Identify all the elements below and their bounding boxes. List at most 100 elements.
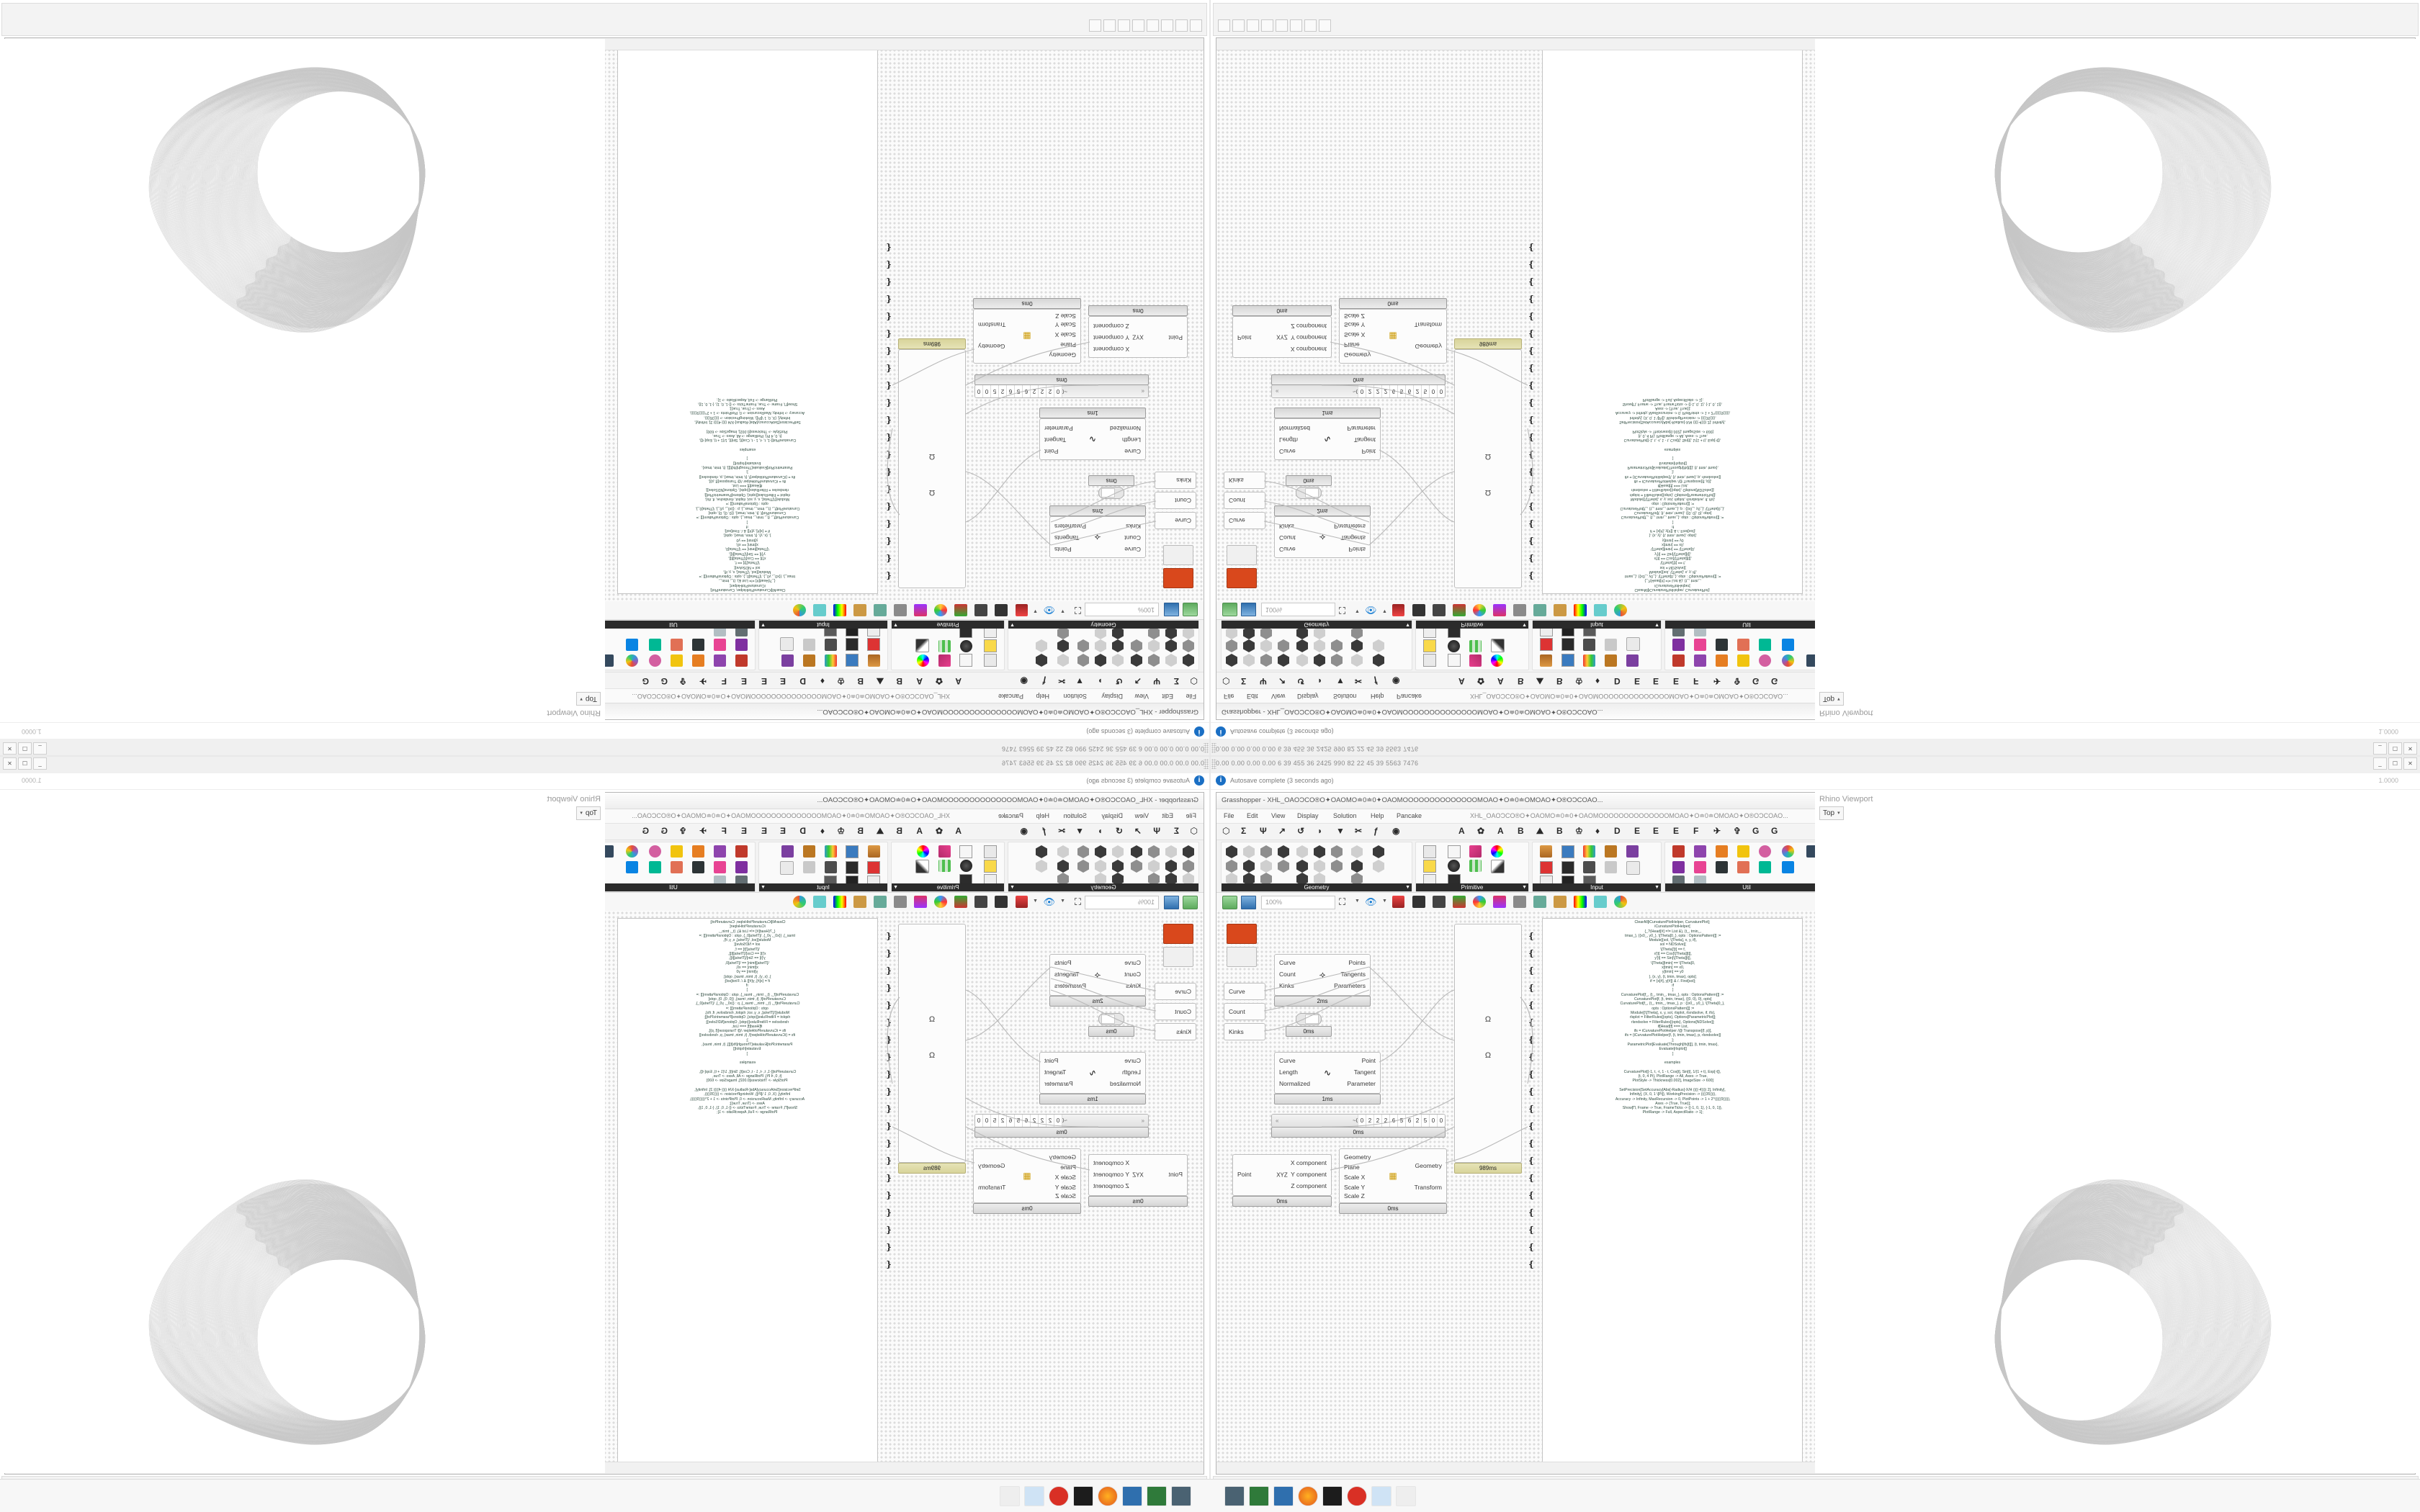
- tab-transform-icon[interactable]: ƒ: [1041, 826, 1047, 836]
- ribbon-group-input[interactable]: Input ▼: [758, 620, 888, 670]
- tab-surface-icon[interactable]: ◗: [1097, 676, 1103, 686]
- output-tangents[interactable]: Tangents: [1340, 971, 1366, 978]
- tab-transform-icon[interactable]: ƒ: [1373, 826, 1379, 836]
- menu-help[interactable]: Help: [1036, 693, 1049, 700]
- tab-addon-b-icon[interactable]: B: [1518, 826, 1524, 836]
- rhino-viewport[interactable]: Rhino Viewport Top ▾: [0, 792, 605, 1473]
- preview-eye-icon[interactable]: 👁: [1365, 605, 1377, 616]
- tab-surface-icon[interactable]: ◗: [1097, 826, 1103, 836]
- osnap-perp-icon[interactable]: [1103, 19, 1116, 32]
- osnap-mid-icon[interactable]: [1147, 19, 1159, 32]
- output-y[interactable]: Y component: [1093, 1171, 1129, 1178]
- output-y[interactable]: Y component: [1291, 1171, 1327, 1178]
- bake-icon[interactable]: [995, 604, 1008, 616]
- component-scale-nu[interactable]: Geometry Plane Scale X Scale Y Scale Z G…: [973, 309, 1081, 364]
- input-normalized[interactable]: Normalized: [1279, 425, 1310, 432]
- tab-addon-e2-icon[interactable]: E: [1653, 676, 1659, 686]
- input-curve[interactable]: Curve: [1124, 1057, 1141, 1064]
- menu-pancake[interactable]: Pancake: [1397, 693, 1422, 700]
- palette-icon[interactable]: [1614, 604, 1627, 616]
- gradient-icon[interactable]: [833, 604, 846, 616]
- tab-addon-a3-icon[interactable]: A: [1497, 826, 1504, 836]
- tab-addon-f2-icon[interactable]: ✈: [699, 826, 707, 836]
- tab-addon-g2-icon[interactable]: G: [642, 676, 649, 686]
- tab-mesh-icon[interactable]: ▼: [1075, 676, 1084, 686]
- output-geometry[interactable]: Geometry: [1415, 1162, 1442, 1169]
- monitor-icon[interactable]: [1224, 1486, 1245, 1506]
- tab-params-icon[interactable]: ⬡: [1190, 676, 1198, 686]
- minimize-icon[interactable]: _: [2373, 757, 2387, 770]
- input-count[interactable]: Count: [1279, 534, 1296, 541]
- taskbar[interactable]: [0, 1479, 2420, 1512]
- minimize-icon[interactable]: _: [2373, 742, 2387, 755]
- profiler-icon[interactable]: [894, 604, 907, 616]
- bake-icon[interactable]: [1412, 896, 1425, 908]
- component-mathematica-evaluator[interactable]: Ω Ω: [1454, 349, 1522, 588]
- chevron-down-icon[interactable]: ▼: [761, 885, 766, 890]
- opera-icon[interactable]: [1049, 1486, 1069, 1506]
- rhino-osnap-bar[interactable]: [1, 3, 1207, 36]
- quadrant-top-left[interactable]: 0.00 0.00 0.00 0.00 6 39 455 36 2425 990…: [0, 0, 1210, 756]
- chevron-down-icon[interactable]: ▼: [1355, 899, 1360, 904]
- scribble-icon[interactable]: [813, 896, 826, 908]
- tab-addon-b-icon[interactable]: B: [1518, 676, 1524, 686]
- paint-icon[interactable]: [1392, 604, 1404, 616]
- component-evaluate-curve[interactable]: Curve Length Normalized Point Tangent Pa…: [1039, 418, 1146, 460]
- chevron-down-icon[interactable]: ▼: [1355, 608, 1360, 613]
- component-deconstruct-point[interactable]: Point X component Y component Z componen…: [1232, 316, 1332, 358]
- open-folder-icon[interactable]: [1183, 896, 1198, 909]
- menu-edit[interactable]: Edit: [1162, 812, 1173, 819]
- component-scale-nu[interactable]: Geometry Plane Scale X Scale Y Scale Z G…: [1339, 309, 1447, 364]
- tab-display-icon[interactable]: ◉: [1392, 676, 1400, 686]
- output-tangent[interactable]: Tangent: [1044, 436, 1067, 444]
- tab-addon-f3-icon[interactable]: ✞: [1734, 676, 1742, 686]
- param-node-count[interactable]: Count: [1155, 492, 1196, 509]
- gradient-icon[interactable]: [1574, 604, 1587, 616]
- output-transform[interactable]: Transform: [978, 1184, 1006, 1191]
- zoom-level-field[interactable]: 100%: [1085, 896, 1159, 909]
- chevron-down-icon[interactable]: ▼: [893, 885, 898, 890]
- output-tangent[interactable]: Tangent: [1044, 1068, 1067, 1076]
- chevron-down-icon[interactable]: ▼: [1010, 622, 1015, 627]
- ribbon-group-primitive[interactable]: Primitive ▼: [1415, 620, 1529, 670]
- upload-icon[interactable]: [1453, 896, 1466, 908]
- tab-addon-e3-icon[interactable]: E: [740, 826, 747, 836]
- ribbon-group-input[interactable]: Input ▼: [1532, 842, 1662, 892]
- accent-button-top[interactable]: [1163, 924, 1193, 944]
- input-curve[interactable]: Curve: [1279, 546, 1296, 553]
- output-z[interactable]: Z component: [1093, 323, 1129, 330]
- close-icon[interactable]: ✕: [3, 742, 17, 755]
- widget-icon[interactable]: [1554, 604, 1567, 616]
- chevron-down-icon[interactable]: ▼: [1405, 885, 1410, 890]
- mathematica-source-panel[interactable]: ClearAll[iCurvaturePlotHelper, Curvature…: [617, 918, 878, 1462]
- windows-icon[interactable]: [1000, 1486, 1020, 1506]
- tab-addon-b2-icon[interactable]: ⛰: [876, 676, 884, 686]
- windows-icon[interactable]: [1396, 1486, 1416, 1506]
- ribbon-group-util[interactable]: Util ▼: [591, 620, 756, 670]
- tab-addon-d-icon[interactable]: D: [799, 826, 806, 836]
- param-node-curve[interactable]: Curve: [1224, 983, 1265, 1000]
- quadrant-bottom-left[interactable]: 0.00 0.00 0.00 0.00 6 39 455 36 2425 990…: [0, 756, 1210, 1512]
- input-scale-z[interactable]: Scale Z: [1344, 1192, 1365, 1200]
- tab-sets-icon[interactable]: Ψ: [1260, 676, 1267, 686]
- tab-addon-b2-icon[interactable]: ⛰: [1536, 826, 1544, 836]
- ribbon-group-util[interactable]: Util ▼: [1664, 842, 1829, 892]
- menu-display[interactable]: Display: [1297, 812, 1319, 819]
- open-folder-icon[interactable]: [1222, 603, 1237, 616]
- close-icon[interactable]: ✕: [2403, 742, 2417, 755]
- tab-display-icon[interactable]: ◉: [1020, 826, 1028, 836]
- rhino-icon[interactable]: [1073, 1486, 1093, 1506]
- osnap-tan-icon[interactable]: [1089, 19, 1101, 32]
- preview-eye-icon[interactable]: 👁: [1365, 896, 1377, 907]
- quadrant-bottom-right[interactable]: 0.00 0.00 0.00 0.00 6 39 455 36 2425 990…: [1210, 756, 2420, 1512]
- input-geometry[interactable]: Geometry: [1049, 351, 1076, 359]
- tab-addon-f3-icon[interactable]: ✞: [678, 676, 686, 686]
- output-point[interactable]: Point: [1044, 448, 1059, 455]
- tab-params-icon[interactable]: ⬡: [1222, 676, 1230, 686]
- opera-icon[interactable]: [1347, 1486, 1367, 1506]
- output-point[interactable]: Point: [1361, 1057, 1376, 1064]
- input-curve[interactable]: Curve: [1124, 448, 1141, 455]
- tab-addon-c2-icon[interactable]: ♦: [1595, 826, 1600, 836]
- widget-icon[interactable]: [1554, 896, 1567, 908]
- zoom-level-field[interactable]: 100%: [1261, 896, 1335, 909]
